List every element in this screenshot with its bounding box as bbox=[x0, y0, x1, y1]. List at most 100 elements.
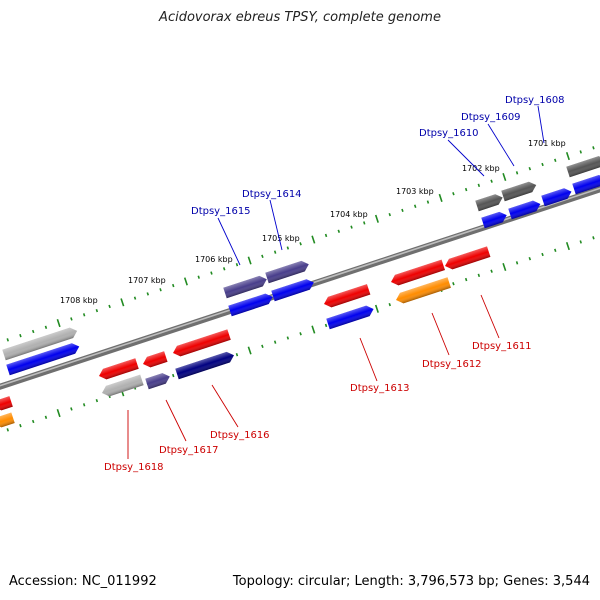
feature-blue-1614 bbox=[271, 279, 314, 302]
feature-slate-1617-shading bbox=[145, 373, 170, 390]
accession-text: Accession: NC_011992 bbox=[9, 574, 157, 589]
minor-tick bbox=[426, 200, 430, 204]
map-title: Acidovorax ebreus TPSY, complete genome bbox=[159, 10, 441, 25]
minor-tick bbox=[592, 146, 595, 150]
gene-features bbox=[0, 156, 600, 428]
feature-red-1618 bbox=[99, 358, 139, 380]
minor-tick bbox=[273, 250, 277, 254]
major-tick bbox=[502, 262, 507, 272]
feature-blue-1613-shading bbox=[326, 305, 374, 330]
major-tick bbox=[311, 235, 316, 244]
feature-blue-1614-shading bbox=[271, 279, 314, 302]
feature-grey-1609 bbox=[501, 181, 537, 202]
minor-tick bbox=[324, 323, 328, 328]
feature-blue-1610-shading bbox=[481, 211, 507, 229]
feature-blue-1607 bbox=[572, 175, 600, 195]
feature-red-1617 bbox=[143, 351, 168, 368]
minor-tick bbox=[490, 179, 493, 183]
major-tick bbox=[374, 214, 379, 223]
feature-grey-1609-shading bbox=[501, 181, 537, 202]
feature-red-1613 bbox=[324, 284, 371, 308]
minor-tick bbox=[172, 373, 175, 378]
leader-dtpsy-1612 bbox=[431, 312, 450, 356]
feature-red-1611 bbox=[445, 246, 491, 270]
minor-tick bbox=[19, 333, 22, 338]
minor-tick bbox=[541, 162, 544, 167]
feature-blue-1609 bbox=[508, 200, 541, 220]
minor-tick bbox=[31, 329, 35, 334]
minor-tick bbox=[261, 344, 264, 349]
minor-tick bbox=[70, 317, 73, 321]
feature-blue-1615 bbox=[228, 293, 273, 317]
minor-tick bbox=[464, 277, 468, 282]
minor-tick bbox=[108, 304, 111, 309]
feature-red-left bbox=[0, 396, 13, 411]
minor-tick bbox=[44, 325, 48, 329]
major-tick bbox=[565, 152, 570, 161]
feature-red-1613-shading bbox=[324, 284, 371, 308]
feature-orange-left-shading bbox=[0, 412, 15, 428]
minor-tick bbox=[388, 302, 391, 307]
feature-blue-1-shading bbox=[6, 343, 80, 376]
major-tick bbox=[120, 298, 125, 307]
major-tick bbox=[56, 319, 61, 328]
leader-dtpsy-1610 bbox=[447, 139, 485, 177]
minor-tick bbox=[197, 275, 200, 279]
feature-orange-1612 bbox=[396, 277, 451, 304]
minor-tick bbox=[592, 236, 595, 240]
leader-dtpsy-1613 bbox=[359, 337, 378, 382]
minor-tick bbox=[82, 403, 86, 407]
gene-label-dtpsy-1611: Dtpsy_1611 bbox=[472, 341, 532, 352]
minor-tick bbox=[82, 313, 86, 317]
leader-dtpsy-1611 bbox=[480, 294, 500, 339]
feature-grey-1618-shading bbox=[102, 374, 144, 397]
gene-label-dtpsy-1609: Dtpsy_1609 bbox=[461, 112, 521, 123]
gene-label-dtpsy-1613: Dtpsy_1613 bbox=[350, 383, 410, 394]
gene-label-dtpsy-1614: Dtpsy_1614 bbox=[242, 189, 302, 200]
gene-label-dtpsy-1610: Dtpsy_1610 bbox=[419, 128, 479, 139]
feature-blue-1609-shading bbox=[508, 200, 541, 220]
scale-tick-labels: 1708 kbp 1707 kbp 1706 kbp 1705 kbp 1704… bbox=[60, 139, 566, 305]
feature-slate-1614 bbox=[265, 260, 309, 284]
feature-slate-1614-shading bbox=[265, 260, 309, 284]
feature-red-1611-shading bbox=[445, 246, 491, 270]
minor-tick bbox=[273, 340, 277, 344]
minor-tick bbox=[541, 252, 544, 257]
minor-tick bbox=[44, 415, 48, 419]
feature-slate-1615-shading bbox=[223, 275, 267, 299]
minor-tick bbox=[388, 212, 391, 217]
minor-tick bbox=[554, 158, 557, 162]
leader-dtpsy-1617 bbox=[165, 399, 187, 442]
major-tick bbox=[374, 304, 379, 313]
feature-navy-1616-shading bbox=[175, 351, 234, 380]
gene-label-dtpsy-1615: Dtpsy_1615 bbox=[191, 206, 251, 217]
feature-orange-left bbox=[0, 412, 15, 428]
topology-info-text: Topology: circular; Length: 3,796,573 bp… bbox=[232, 574, 590, 589]
feature-slate-1615 bbox=[223, 275, 267, 299]
minor-tick bbox=[452, 282, 455, 286]
feature-red-1618-shading bbox=[99, 358, 139, 380]
leader-dtpsy-1616 bbox=[211, 384, 239, 428]
feature-blue-1608 bbox=[541, 188, 572, 207]
gene-label-dtpsy-1612: Dtpsy_1612 bbox=[422, 359, 482, 370]
minor-tick bbox=[299, 242, 302, 246]
gene-labels: Dtpsy_1608 Dtpsy_1609 Dtpsy_1610 Dtpsy_1… bbox=[104, 95, 565, 473]
feature-blue-1610 bbox=[481, 211, 507, 229]
minor-tick bbox=[363, 221, 366, 225]
minor-tick bbox=[172, 283, 175, 288]
minor-tick bbox=[413, 204, 417, 208]
feature-blue-1615-shading bbox=[228, 293, 273, 317]
minor-tick bbox=[6, 338, 9, 342]
feature-grey-1610 bbox=[475, 194, 503, 212]
feature-orange-1612-shading bbox=[396, 277, 451, 304]
minor-tick bbox=[286, 336, 290, 340]
leader-dtpsy-1609 bbox=[487, 123, 515, 167]
tick-label-1705: 1705 kbp bbox=[262, 234, 300, 243]
minor-tick bbox=[95, 398, 99, 403]
gene-label-dtpsy-1617: Dtpsy_1617 bbox=[159, 445, 219, 456]
tick-label-1708: 1708 kbp bbox=[60, 296, 98, 305]
feature-slate-1617 bbox=[145, 373, 170, 390]
minor-tick bbox=[477, 183, 481, 188]
gene-label-dtpsy-1616: Dtpsy_1616 bbox=[210, 430, 270, 441]
tick-label-1702: 1702 kbp bbox=[462, 164, 500, 173]
